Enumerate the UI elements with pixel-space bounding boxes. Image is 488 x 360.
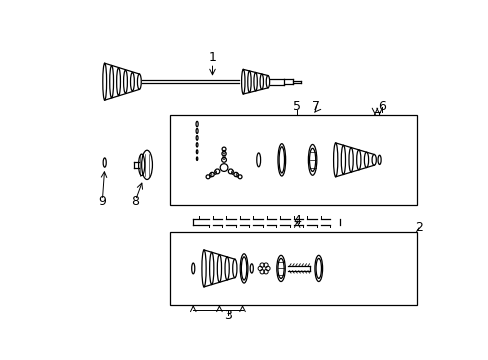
Bar: [170, 232, 416, 305]
Text: 4: 4: [293, 214, 301, 227]
Text: 6: 6: [377, 100, 385, 113]
Text: 7: 7: [312, 100, 320, 113]
Text: 3: 3: [224, 309, 231, 322]
Text: 9: 9: [98, 194, 106, 208]
Text: 2: 2: [414, 221, 422, 234]
Text: 8: 8: [131, 194, 139, 208]
Bar: [170, 115, 416, 205]
Text: 5: 5: [293, 100, 301, 113]
Text: 1: 1: [208, 50, 216, 64]
